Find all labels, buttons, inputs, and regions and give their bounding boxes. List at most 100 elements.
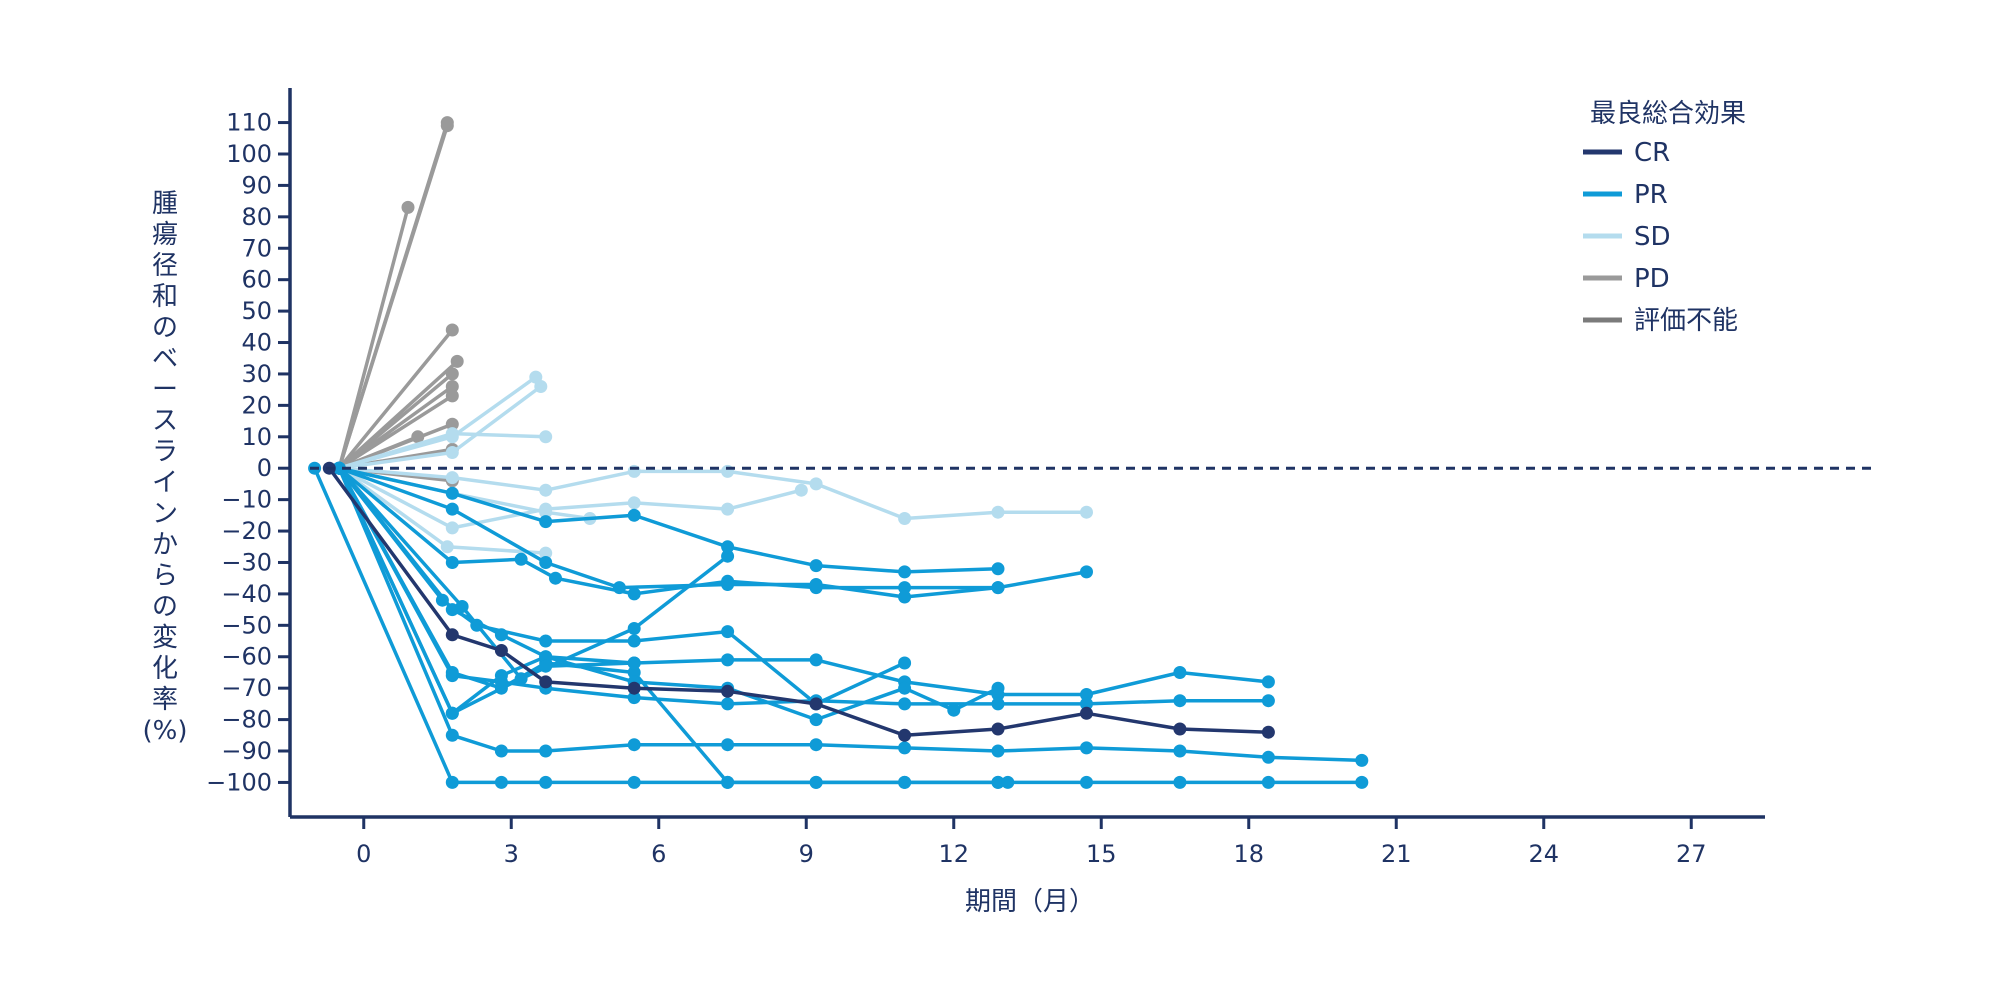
y-axis-title-char: ン (152, 499, 178, 529)
data-point (1355, 775, 1369, 789)
y-axis-title-char: の (152, 313, 178, 343)
data-point (1080, 775, 1093, 789)
data-point (809, 559, 823, 573)
x-tick-label: 18 (1233, 840, 1264, 868)
legend-label: PD (1634, 264, 1670, 294)
data-point (539, 744, 553, 758)
y-tick-label: −80 (221, 706, 272, 734)
legend-item-cr: CR (1583, 138, 1670, 168)
data-point (898, 775, 912, 789)
data-point (539, 515, 553, 529)
data-point (898, 512, 912, 525)
data-point (721, 625, 735, 639)
data-point (991, 562, 1005, 576)
series-pr-11 (332, 461, 1005, 579)
data-point (1080, 706, 1093, 720)
y-tick-label: 60 (241, 266, 272, 294)
data-point (445, 669, 459, 683)
data-point (809, 775, 823, 789)
data-point (898, 656, 912, 670)
data-point (1261, 675, 1275, 689)
data-point (539, 659, 553, 673)
series-line (337, 394, 455, 470)
data-point (898, 581, 912, 595)
data-point (898, 565, 912, 579)
data-point (627, 496, 641, 510)
data-point (539, 775, 553, 789)
data-point (445, 728, 459, 742)
y-tick-label: −20 (221, 517, 272, 545)
data-point (1080, 505, 1093, 519)
data-point (1261, 775, 1275, 789)
data-point (627, 656, 641, 670)
data-point (721, 653, 735, 667)
y-tick-label: 20 (241, 391, 272, 419)
y-tick-label: 90 (241, 171, 272, 199)
data-point (494, 628, 508, 642)
data-point (721, 549, 735, 563)
data-point (1080, 741, 1093, 755)
data-point (794, 483, 808, 497)
data-point (1261, 694, 1275, 708)
data-point (539, 634, 553, 648)
x-tick-label: 27 (1676, 840, 1707, 868)
data-point (721, 502, 735, 516)
data-point (809, 578, 823, 591)
y-tick-label: 50 (241, 297, 272, 325)
data-point (1001, 775, 1015, 789)
y-tick-label: −90 (221, 737, 272, 765)
data-point (627, 775, 641, 789)
data-point (898, 590, 912, 604)
y-axis-title-char: か (152, 530, 178, 560)
y-tick-label: −70 (221, 674, 272, 702)
series-line (337, 205, 410, 470)
data-point (627, 622, 641, 635)
series-pd-23 (332, 200, 415, 475)
data-point (445, 706, 459, 720)
data-point (445, 556, 459, 569)
data-point (445, 389, 459, 403)
series-layer (308, 116, 1369, 789)
data-point (445, 446, 459, 459)
data-point (809, 477, 823, 491)
y-tick-label: −30 (221, 548, 272, 576)
data-point (445, 323, 459, 337)
data-point (898, 697, 912, 711)
data-point (1355, 753, 1369, 767)
series-sd-14 (332, 461, 1093, 525)
data-point (401, 200, 415, 214)
y-tick-label: 40 (241, 329, 272, 357)
y-axis-title-char: イ (152, 468, 178, 498)
y-tick-label: 0 (257, 454, 272, 482)
data-point (445, 628, 459, 642)
data-point (612, 581, 626, 595)
data-point (539, 483, 553, 497)
data-point (445, 502, 459, 516)
data-point (627, 634, 641, 648)
y-tick-label: 70 (241, 234, 272, 262)
data-point (1080, 697, 1093, 711)
y-axis-title-char: 瘍 (152, 220, 178, 250)
data-point (445, 380, 459, 393)
series-line (337, 466, 1000, 574)
data-point (445, 603, 459, 617)
series-pr-2 (332, 461, 1369, 767)
y-axis-title-char: ベ (152, 344, 178, 374)
legend-label: CR (1634, 138, 1670, 168)
y-axis-title-char: 化 (152, 654, 178, 684)
data-point (445, 430, 459, 444)
x-tick-label: 3 (504, 840, 519, 868)
data-point (445, 471, 459, 485)
data-point (411, 430, 425, 444)
legend-item-pr: PR (1583, 180, 1668, 210)
data-point (1080, 688, 1093, 701)
data-point (539, 505, 553, 519)
data-point (721, 775, 735, 789)
data-point (991, 581, 1005, 595)
legend-item-ne: 評価不能 (1583, 306, 1738, 336)
data-point (809, 697, 823, 711)
data-point (898, 741, 912, 755)
data-point (721, 697, 735, 711)
y-axis-title-char: (%) (143, 716, 188, 746)
data-point (898, 681, 912, 695)
